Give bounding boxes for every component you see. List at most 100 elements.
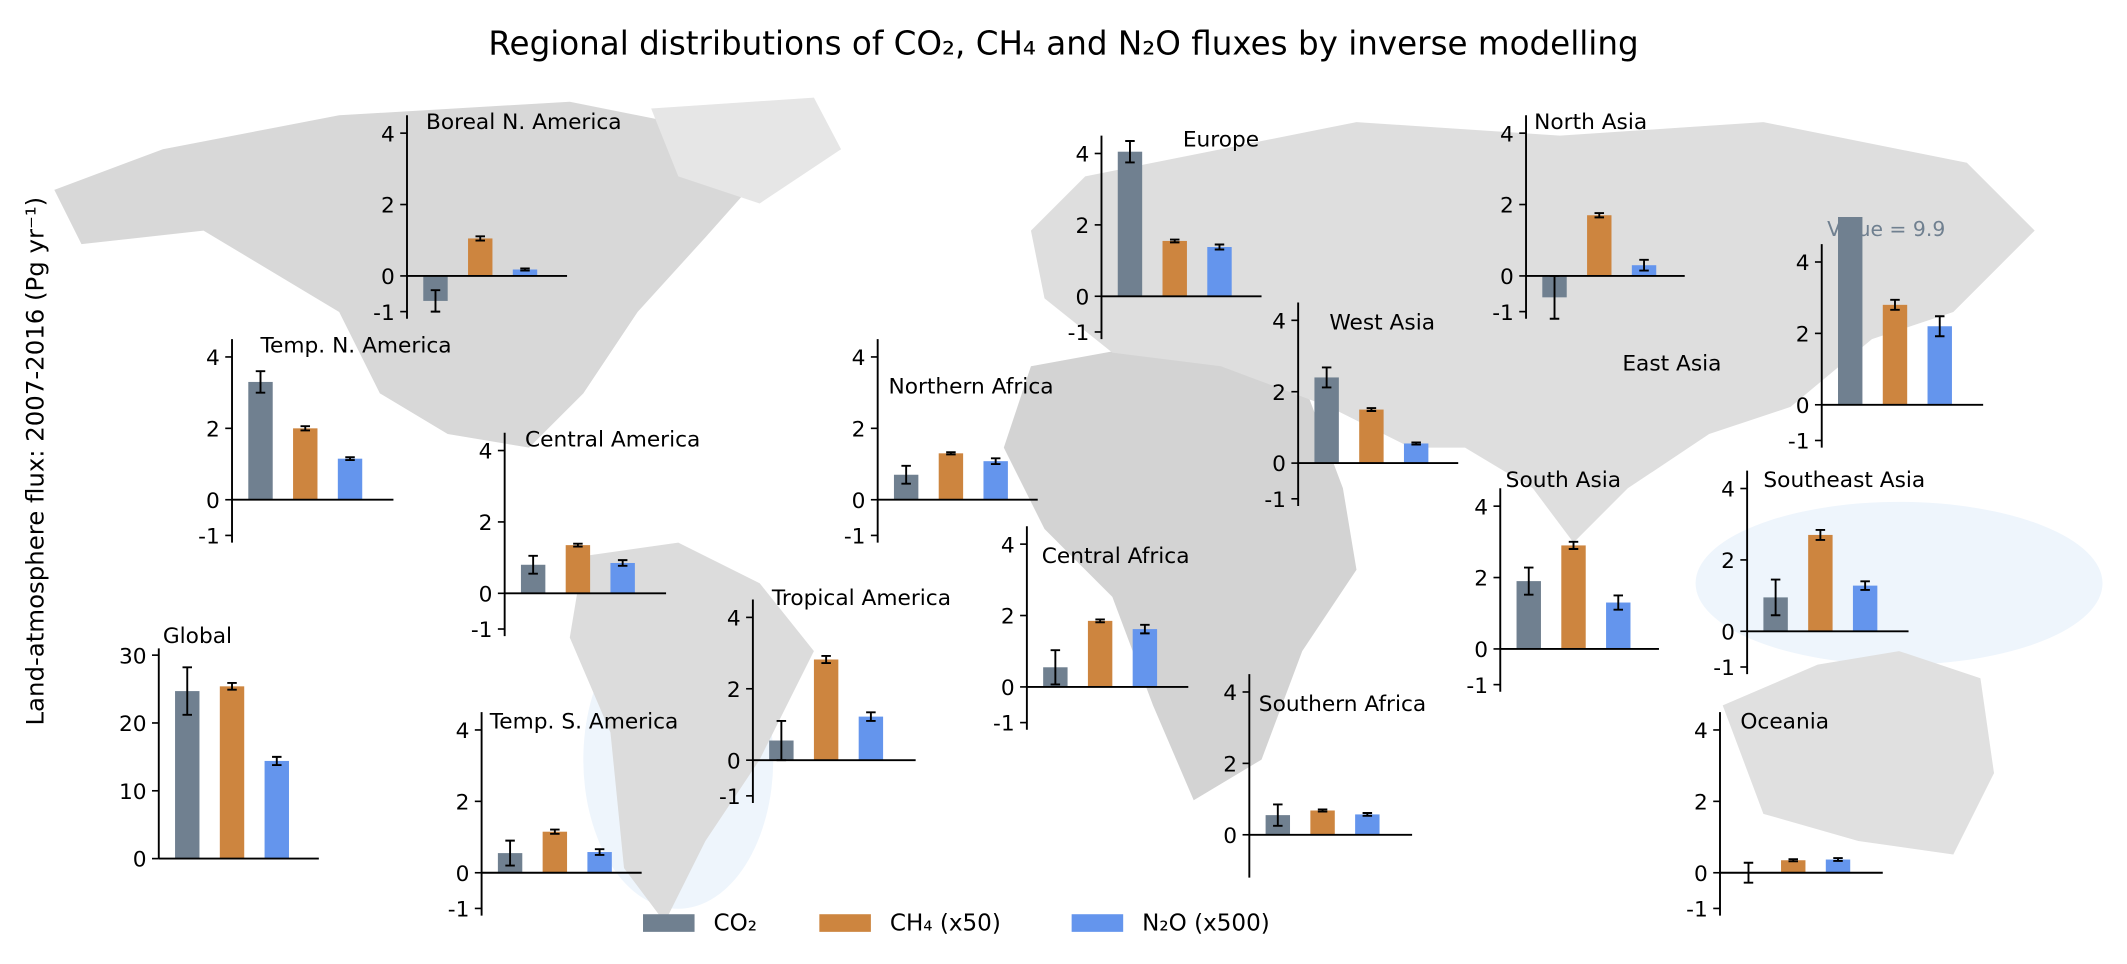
bar <box>219 686 245 859</box>
subplot: -1 0 2 4 Europe <box>1068 127 1262 346</box>
bar <box>1310 810 1335 835</box>
y-tick-label: 4 <box>1001 533 1015 558</box>
y-tick-label: 2 <box>1001 605 1015 630</box>
subplot: -1 0 2 4 East Asia Value = 9.9 <box>1622 217 1984 455</box>
y-tick-label: 2 <box>727 678 741 703</box>
map-land <box>1003 339 1357 801</box>
y-tick-label: 30 <box>119 644 147 669</box>
legend-swatch <box>643 914 695 932</box>
bar <box>1355 814 1380 835</box>
error-bar <box>272 755 282 766</box>
map-land <box>1722 651 1994 855</box>
error-bar <box>901 464 911 485</box>
y-tick-label: -1 <box>1264 488 1286 513</box>
bar <box>1781 860 1806 873</box>
y-tick-label: 4 <box>1075 143 1089 168</box>
bar <box>1808 534 1833 632</box>
y-tick-label: 0 <box>1721 620 1735 645</box>
bar <box>1927 326 1952 405</box>
y-tick-label: -1 <box>844 525 866 550</box>
error-bar <box>1890 298 1900 311</box>
y-tick-label: 0 <box>1796 394 1810 419</box>
legend-swatch <box>1071 914 1124 932</box>
y-tick-label: 4 <box>479 440 493 465</box>
y-tick-label: 4 <box>1223 681 1237 706</box>
bar <box>468 238 493 276</box>
bar <box>175 691 200 859</box>
subplot-title: South Asia <box>1506 468 1621 493</box>
bar <box>1207 247 1232 297</box>
bar <box>1838 217 1863 405</box>
legend-label: CH₄ (x50) <box>890 910 1001 936</box>
subplot-title: North Asia <box>1534 110 1647 135</box>
error-bar <box>1613 594 1624 611</box>
subplot: -1 0 2 4 Boreal N. America <box>373 110 621 326</box>
error-bar <box>1366 407 1377 412</box>
y-tick-label: 2 <box>1272 381 1286 406</box>
error-bar <box>505 839 515 867</box>
subplot-title: Europe <box>1183 127 1259 152</box>
y-tick-label: 20 <box>119 712 147 737</box>
y-tick-label: 2 <box>479 511 493 536</box>
subplot-title: Tropical America <box>771 586 951 611</box>
error-bar <box>866 711 876 722</box>
y-tick-label: 0 <box>1474 638 1488 663</box>
error-bar <box>1095 618 1105 624</box>
y-tick-label: 4 <box>206 346 220 371</box>
chart-title: Regional distributions of CO₂, CH₄ and N… <box>488 24 1638 62</box>
error-bar <box>1140 623 1150 635</box>
bar <box>542 831 568 873</box>
bar <box>858 716 884 761</box>
error-bar <box>1362 812 1373 817</box>
subplot-title: Northern Africa <box>889 374 1054 399</box>
y-tick-label: 2 <box>1075 214 1089 239</box>
bar <box>1882 304 1908 405</box>
error-bar <box>1524 566 1534 596</box>
map-land <box>1030 122 2035 543</box>
error-bar <box>1815 528 1826 541</box>
error-bar <box>1770 578 1781 617</box>
y-tick-label: 0 <box>1001 676 1015 701</box>
error-bar <box>946 451 956 456</box>
y-tick-label: 4 <box>1694 719 1708 744</box>
legend-label: CO₂ <box>714 910 757 936</box>
error-bar <box>345 456 355 462</box>
error-bar <box>573 542 583 548</box>
error-bar <box>1214 243 1225 251</box>
y-tick-label: -1 <box>1492 301 1514 326</box>
subplot: -1 0 2 4 Tropical America <box>719 586 951 810</box>
map-water <box>1695 501 2103 665</box>
y-tick-label: -1 <box>1068 321 1090 346</box>
subplot-title: Southeast Asia <box>1763 468 1925 493</box>
y-tick-label: -1 <box>198 525 220 550</box>
bar <box>938 453 964 500</box>
y-tick-label: 0 <box>1694 862 1708 887</box>
y-tick-label: 2 <box>1500 194 1514 219</box>
error-bar <box>1594 212 1605 219</box>
y-tick-label: 0 <box>206 489 220 514</box>
y-tick-label: 2 <box>1474 567 1488 592</box>
legend-label: N₂O (x500) <box>1142 910 1270 936</box>
y-tick-label: 0 <box>1075 285 1089 310</box>
error-bar <box>1273 803 1283 827</box>
subplot: 0 2 4 Southern Africa <box>1223 674 1426 878</box>
y-tick-label: 0 <box>1272 452 1286 477</box>
y-tick-label: 0 <box>1500 265 1514 290</box>
y-tick-label: 10 <box>119 780 147 805</box>
error-bar <box>528 554 538 575</box>
error-bar <box>300 425 311 432</box>
error-bar <box>1788 858 1798 863</box>
y-tick-label: 0 <box>479 582 493 607</box>
subplot: -1 0 2 4 West Asia <box>1264 302 1459 513</box>
y-tick-label: 4 <box>1272 309 1286 334</box>
bar <box>983 461 1008 500</box>
bar <box>512 269 538 276</box>
legend-swatch <box>819 914 871 932</box>
error-bar <box>617 559 628 567</box>
error-bar <box>430 289 441 313</box>
y-tick-label: 2 <box>381 194 395 219</box>
subplot-title: Global <box>163 624 232 649</box>
subplot-title: Boreal N. America <box>426 110 622 135</box>
subplot: -1 0 2 4 Temp. S. America <box>448 709 679 922</box>
